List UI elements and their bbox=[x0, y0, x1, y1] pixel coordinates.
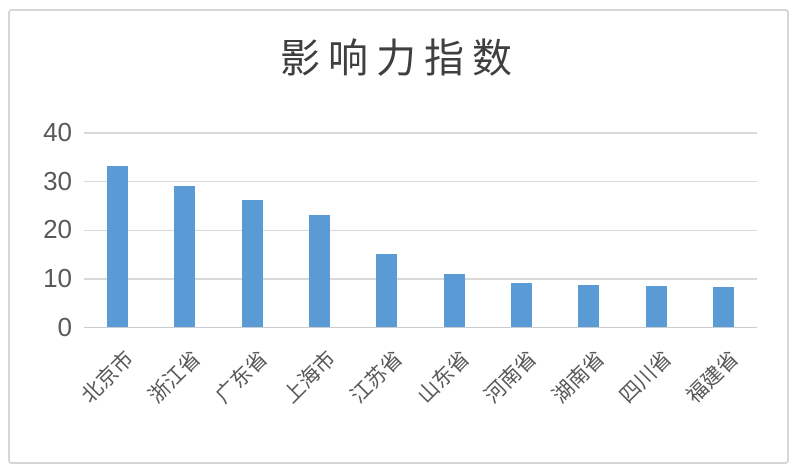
gridline-y-30 bbox=[84, 180, 757, 183]
y-axis-tick-label: 20 bbox=[43, 214, 72, 245]
bar-上海市 bbox=[309, 214, 331, 328]
bar-浙江省 bbox=[174, 186, 196, 328]
y-axis-tick-label: 40 bbox=[43, 116, 72, 147]
bar-北京市 bbox=[107, 165, 129, 328]
bar-河南省 bbox=[510, 282, 532, 328]
bar-四川省 bbox=[645, 286, 667, 328]
y-axis-tick-label: 30 bbox=[43, 165, 72, 196]
chart-frame bbox=[8, 9, 789, 464]
gridline-y-40 bbox=[84, 132, 757, 134]
gridline-y-20 bbox=[84, 229, 757, 231]
bar-湖南省 bbox=[578, 285, 600, 328]
bar-广东省 bbox=[241, 199, 263, 328]
bar-山东省 bbox=[443, 274, 465, 328]
gridline-y-0 bbox=[84, 326, 757, 329]
y-axis-tick-label: 0 bbox=[57, 311, 72, 342]
bar-福建省 bbox=[712, 287, 734, 328]
chart-title: 影响力指数 bbox=[280, 36, 520, 81]
bar-江苏省 bbox=[376, 254, 398, 328]
y-axis-tick-label: 10 bbox=[43, 262, 72, 293]
gridline-y-10 bbox=[84, 278, 757, 280]
